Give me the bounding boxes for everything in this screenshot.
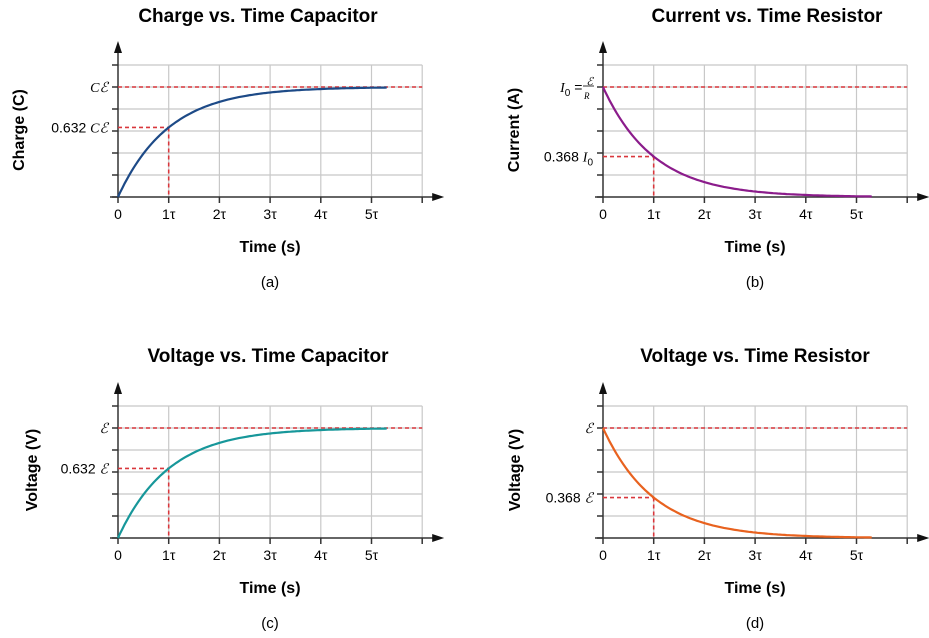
x-tick-label: 1τ xyxy=(647,206,661,222)
x-tick-label: 0 xyxy=(114,547,122,563)
x-tick-label: 3τ xyxy=(263,206,277,222)
chart-title: Charge vs. Time Capacitor xyxy=(138,6,378,27)
chart-title: Voltage vs. Time Capacitor xyxy=(147,346,389,367)
x-axis-label: Time (s) xyxy=(724,239,785,256)
x-tick-label: 0 xyxy=(599,206,607,222)
y-axis-arrow-icon xyxy=(599,41,607,53)
y-axis-arrow-icon xyxy=(114,382,122,394)
y-tick-equals: = xyxy=(570,79,586,95)
x-tick-label: 0 xyxy=(114,206,122,222)
y-tick-symbol: I xyxy=(582,151,589,166)
fraction-numerator: ℰ xyxy=(586,76,594,88)
x-tick-label: 5τ xyxy=(365,206,379,222)
x-axis-arrow-icon xyxy=(917,193,929,201)
data-curve xyxy=(117,86,387,198)
y-tick-symbol: Cℰ xyxy=(90,81,109,96)
x-tick-label: 4τ xyxy=(799,547,813,563)
y-tick-label: ℰ xyxy=(585,422,595,437)
y-tick-number: 0.632 xyxy=(61,460,100,476)
x-tick-label: 1τ xyxy=(162,206,176,222)
y-tick-subscript: 0 xyxy=(565,88,571,99)
y-tick-label: 0.368 ℰ xyxy=(546,490,595,507)
panel-label: (b) xyxy=(746,274,764,291)
x-tick-label: 3τ xyxy=(263,547,277,563)
y-tick-symbol: ℰ xyxy=(585,492,595,507)
y-tick-label: ℰ xyxy=(100,422,110,437)
x-tick-label: 2τ xyxy=(213,206,227,222)
panel-label: (c) xyxy=(261,615,279,632)
fraction-denominator: R xyxy=(583,91,590,101)
x-axis-label: Time (s) xyxy=(239,239,300,256)
x-axis-arrow-icon xyxy=(432,534,445,542)
x-axis-arrow-icon xyxy=(917,534,929,542)
y-tick-symbol: I xyxy=(559,81,566,96)
y-tick-label: 0.632 ℰ xyxy=(61,460,110,477)
y-axis-arrow-icon xyxy=(599,382,607,394)
y-tick-label: Cℰ xyxy=(90,81,109,96)
x-tick-label: 5τ xyxy=(850,547,864,563)
x-tick-label: 5τ xyxy=(365,547,379,563)
y-tick-symbol: ℰ xyxy=(100,462,110,477)
y-tick-symbol: ℰ xyxy=(585,422,595,437)
x-axis-label: Time (s) xyxy=(724,580,785,597)
x-tick-label: 3τ xyxy=(748,206,762,222)
x-axis-arrow-icon xyxy=(432,193,445,201)
x-tick-label: 2τ xyxy=(698,547,712,563)
y-tick-label: 0.368 I0 xyxy=(544,149,594,169)
chart-title: Voltage vs. Time Resistor xyxy=(640,346,870,367)
data-curve xyxy=(602,86,872,198)
x-tick-label: 4τ xyxy=(314,206,328,222)
y-axis-label: Current (A) xyxy=(506,88,523,172)
panel-label: (a) xyxy=(261,274,279,291)
x-tick-label: 0 xyxy=(599,547,607,563)
data-curve xyxy=(602,427,872,539)
data-curve xyxy=(117,427,387,539)
y-axis-label: Voltage (V) xyxy=(24,429,41,511)
x-tick-label: 2τ xyxy=(698,206,712,222)
x-tick-label: 2τ xyxy=(213,547,227,563)
y-tick-number: 0.368 xyxy=(546,490,585,506)
y-tick-label: 0.632 Cℰ xyxy=(51,119,109,136)
y-tick-text: 0.368 xyxy=(544,149,583,165)
x-tick-label: 4τ xyxy=(314,547,328,563)
y-axis-label: Voltage (V) xyxy=(507,429,524,511)
y-axis-label: Charge (C) xyxy=(11,89,28,171)
y-tick-symbol: Cℰ xyxy=(90,121,109,136)
y-axis-arrow-icon xyxy=(114,41,122,53)
y-tick-number: 0.632 xyxy=(51,119,90,135)
x-tick-label: 1τ xyxy=(647,547,661,563)
panel-label: (d) xyxy=(746,615,764,632)
y-tick-subscript: 0 xyxy=(587,158,593,169)
x-tick-label: 5τ xyxy=(850,206,864,222)
y-tick-symbol: ℰ xyxy=(100,422,110,437)
chart-title: Current vs. Time Resistor xyxy=(652,6,884,27)
x-axis-label: Time (s) xyxy=(239,580,300,597)
x-tick-label: 4τ xyxy=(799,206,813,222)
x-tick-label: 3τ xyxy=(748,547,762,563)
x-tick-label: 1τ xyxy=(162,547,176,563)
